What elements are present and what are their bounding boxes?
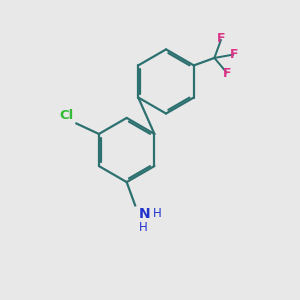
Text: F: F [230,48,239,61]
Text: F: F [217,32,226,45]
Text: H: H [153,207,162,220]
Text: Cl: Cl [59,109,74,122]
Text: F: F [223,67,232,80]
Text: N: N [139,207,150,221]
Text: H: H [139,220,147,233]
